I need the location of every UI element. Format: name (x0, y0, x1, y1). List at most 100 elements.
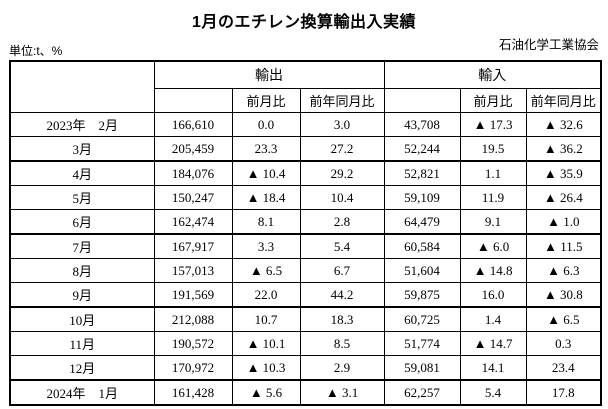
month-cell: 5月 (9, 185, 155, 210)
import-yoy-cell: 0.3 (525, 331, 602, 356)
month-cell: 10月 (9, 306, 155, 332)
export-value-cell: 162,474 (153, 209, 233, 235)
import-group-header: 輸入 (383, 60, 602, 89)
month-cell: 7月 (9, 233, 155, 259)
export-yoy-cell: 44.2 (299, 282, 385, 308)
export-mom-cell: ▲ 10.3 (231, 355, 301, 381)
export-value-cell: 161,428 (153, 379, 233, 406)
import-yoy-cell: ▲ 6.3 (525, 258, 602, 283)
import-mom-cell: ▲ 17.3 (459, 112, 527, 137)
export-yoy-cell: 2.8 (299, 209, 385, 235)
import-value-cell: 52,244 (383, 136, 461, 162)
meta-row: 単位:t、% 石油化学工業協会 (0, 35, 608, 59)
export-mom-cell: ▲ 18.4 (231, 185, 301, 210)
month-cell: 3月 (9, 136, 155, 162)
import-mom-cell: 1.4 (459, 306, 527, 332)
import-value-cell: 59,109 (383, 185, 461, 210)
import-mom-cell: 1.1 (459, 160, 527, 186)
export-mom-cell: 10.7 (231, 306, 301, 332)
export-value-cell: 212,088 (153, 306, 233, 332)
month-cell: 2023年 2月 (9, 112, 155, 137)
import-mom-cell: 11.9 (459, 185, 527, 210)
import-yoy-cell: ▲ 6.5 (525, 306, 602, 332)
month-cell: 12月 (9, 355, 155, 381)
import-yoy-cell: 23.4 (525, 355, 602, 381)
organization-name: 石油化学工業協会 (498, 38, 599, 52)
table-row: 4月 184,076 ▲ 10.4 29.2 52,821 1.1 ▲ 35.9 (9, 160, 602, 186)
import-mom-cell: ▲ 14.8 (459, 258, 527, 283)
export-mom-cell: ▲ 6.5 (231, 258, 301, 283)
ethylene-trade-table: 輸出 輸入 前月比 前年同月比 前月比 前年同月比 2023年 2月 166,61… (9, 60, 603, 406)
table-row: 8月 157,013 ▲ 6.5 6.7 51,604 ▲ 14.8 ▲ 6.3 (9, 258, 602, 283)
month-cell: 11月 (9, 331, 155, 356)
export-yoy-cell: 5.4 (299, 233, 385, 259)
export-mom-cell: 23.3 (231, 136, 301, 162)
export-mom-cell: 8.1 (231, 209, 301, 235)
import-value-cell: 60,584 (383, 233, 461, 259)
export-mom-cell: ▲ 10.1 (231, 331, 301, 356)
export-value-cell: 150,247 (153, 185, 233, 210)
export-yoy-cell: 6.7 (299, 258, 385, 283)
import-yoy-cell: ▲ 26.4 (525, 185, 602, 210)
export-value-cell: 167,917 (153, 233, 233, 259)
import-mom-cell: 14.1 (459, 355, 527, 381)
export-mom-cell: ▲ 10.4 (231, 160, 301, 186)
export-yoy-header: 前年同月比 (299, 88, 385, 113)
export-yoy-cell: 10.4 (299, 185, 385, 210)
month-cell: 6月 (9, 209, 155, 235)
month-cell: 2024年 1月 (9, 379, 155, 406)
export-value-cell: 190,572 (153, 331, 233, 356)
export-value-cell: 205,459 (153, 136, 233, 162)
table-row: 11月 190,572 ▲ 10.1 8.5 51,774 ▲ 14.7 0.3 (9, 331, 602, 356)
export-group-header: 輸出 (153, 60, 385, 89)
table-row: 6月 162,474 8.1 2.8 64,479 9.1 ▲ 1.0 (9, 209, 602, 235)
import-value-cell: 51,774 (383, 331, 461, 356)
import-value-cell: 43,708 (383, 112, 461, 137)
export-yoy-cell: 2.9 (299, 355, 385, 381)
month-cell: 8月 (9, 258, 155, 283)
import-value-cell: 51,604 (383, 258, 461, 283)
month-cell: 4月 (9, 160, 155, 186)
import-value-cell: 52,821 (383, 160, 461, 186)
export-value-cell: 157,013 (153, 258, 233, 283)
import-yoy-cell: ▲ 36.2 (525, 136, 602, 162)
export-yoy-cell: 18.3 (299, 306, 385, 332)
import-mom-cell: 19.5 (459, 136, 527, 162)
export-value-cell: 170,972 (153, 355, 233, 381)
import-value-cell: 62,257 (383, 379, 461, 406)
unit-note: 単位:t、% (9, 44, 63, 58)
export-mom-cell: ▲ 5.6 (231, 379, 301, 406)
table-row: 5月 150,247 ▲ 18.4 10.4 59,109 11.9 ▲ 26.4 (9, 185, 602, 210)
table-row: 10月 212,088 10.7 18.3 60,725 1.4 ▲ 6.5 (9, 306, 602, 332)
month-cell: 9月 (9, 282, 155, 308)
export-mom-cell: 0.0 (231, 112, 301, 137)
import-yoy-cell: ▲ 30.8 (525, 282, 602, 308)
import-mom-cell: 5.4 (459, 379, 527, 406)
import-yoy-header: 前年同月比 (525, 88, 602, 113)
export-mom-header: 前月比 (231, 88, 301, 113)
table-row: 2024年 1月 161,428 ▲ 5.6 ▲ 3.1 62,257 5.4 17.8 (9, 379, 602, 406)
import-yoy-cell: ▲ 35.9 (525, 160, 602, 186)
export-yoy-cell: ▲ 3.1 (299, 379, 385, 406)
export-mom-cell: 22.0 (231, 282, 301, 308)
import-mom-cell: ▲ 14.7 (459, 331, 527, 356)
import-mom-cell: ▲ 6.0 (459, 233, 527, 259)
export-yoy-cell: 27.2 (299, 136, 385, 162)
import-value-cell: 59,875 (383, 282, 461, 308)
export-yoy-cell: 29.2 (299, 160, 385, 186)
table-row: 3月 205,459 23.3 27.2 52,244 19.5 ▲ 36.2 (9, 136, 602, 162)
corner-cell (9, 60, 155, 113)
export-value-cell: 184,076 (153, 160, 233, 186)
table-row: 9月 191,569 22.0 44.2 59,875 16.0 ▲ 30.8 (9, 282, 602, 308)
import-value-cell: 59,081 (383, 355, 461, 381)
import-value-header-cell (383, 88, 461, 113)
import-mom-cell: 9.1 (459, 209, 527, 235)
export-mom-cell: 3.3 (231, 233, 301, 259)
import-value-cell: 64,479 (383, 209, 461, 235)
import-yoy-cell: ▲ 32.6 (525, 112, 602, 137)
import-yoy-cell: ▲ 1.0 (525, 209, 602, 235)
import-value-cell: 60,725 (383, 306, 461, 332)
table-row: 2023年 2月 166,610 0.0 3.0 43,708 ▲ 17.3 ▲ 32.6 (9, 112, 602, 137)
import-mom-cell: 16.0 (459, 282, 527, 308)
